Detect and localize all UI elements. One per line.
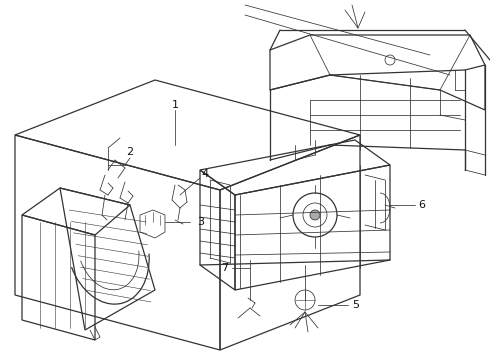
Text: 3: 3 (197, 217, 204, 227)
Circle shape (310, 210, 320, 220)
Text: 7: 7 (221, 263, 228, 273)
Text: 5: 5 (352, 300, 359, 310)
Text: 4: 4 (201, 169, 209, 179)
Text: 1: 1 (172, 100, 178, 110)
Text: 6: 6 (418, 200, 425, 210)
Text: 2: 2 (126, 147, 134, 157)
